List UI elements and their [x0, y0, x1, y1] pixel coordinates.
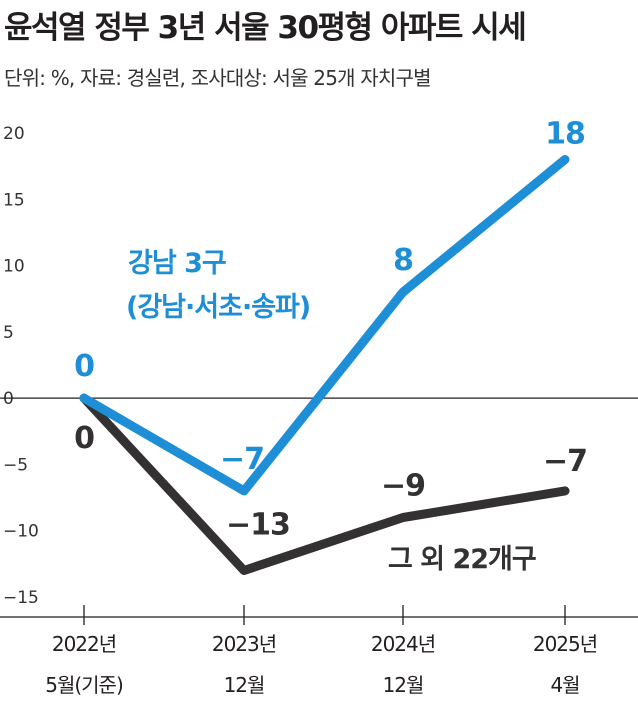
data-label: −7	[543, 444, 587, 479]
x-tick-label: 12월	[383, 673, 424, 697]
series-label: 그 외 22개구	[388, 544, 536, 575]
y-tick-label: 0	[3, 389, 14, 409]
y-tick-label: −15	[3, 588, 39, 608]
y-tick-label: 5	[3, 323, 14, 343]
chart-title: 윤석열 정부 3년 서울 30평형 아파트 시세	[4, 10, 527, 46]
series-label: 강남 3구	[128, 248, 226, 279]
series-line	[79, 155, 570, 496]
x-tick-label: 2025년	[533, 632, 597, 656]
data-label: 8	[393, 243, 413, 278]
x-tick-label: 2022년	[52, 632, 116, 656]
y-tick-label: 20	[3, 124, 25, 144]
data-label: −7	[220, 442, 264, 477]
data-label: −13	[226, 507, 290, 542]
y-tick-label: 10	[3, 257, 25, 277]
y-tick-label: −10	[3, 522, 39, 542]
chart-lines	[79, 155, 570, 575]
chart-subtitle: 단위: %, 자료: 경실련, 조사대상: 서울 25개 자치구별	[4, 66, 431, 90]
y-tick-label: 15	[3, 190, 25, 210]
x-tick-label: 4월	[550, 673, 579, 697]
data-label: 18	[545, 117, 585, 152]
series-line	[79, 393, 570, 575]
data-label: 0	[74, 421, 94, 456]
series-label: (강남·서초·송파)	[126, 292, 310, 323]
x-tick-label: 12월	[224, 673, 265, 697]
chart-axes: 20 15 10 5 0 −5 −10 −15 2022년 5월(기준) 2023년 12월 2024년…	[0, 124, 638, 697]
y-tick-label: −5	[3, 455, 28, 475]
x-tick-label: 2024년	[371, 632, 435, 656]
x-tick-label: 2023년	[212, 632, 276, 656]
chart-data-labels: 0 −7 8 18 0 −13 −9 −7 강남 3구 (강남·서초·송파) 그 외 22개구	[74, 117, 588, 575]
x-tick-label: 5월(기준)	[45, 673, 123, 697]
data-label: −9	[381, 468, 425, 503]
data-label: 0	[74, 349, 94, 384]
